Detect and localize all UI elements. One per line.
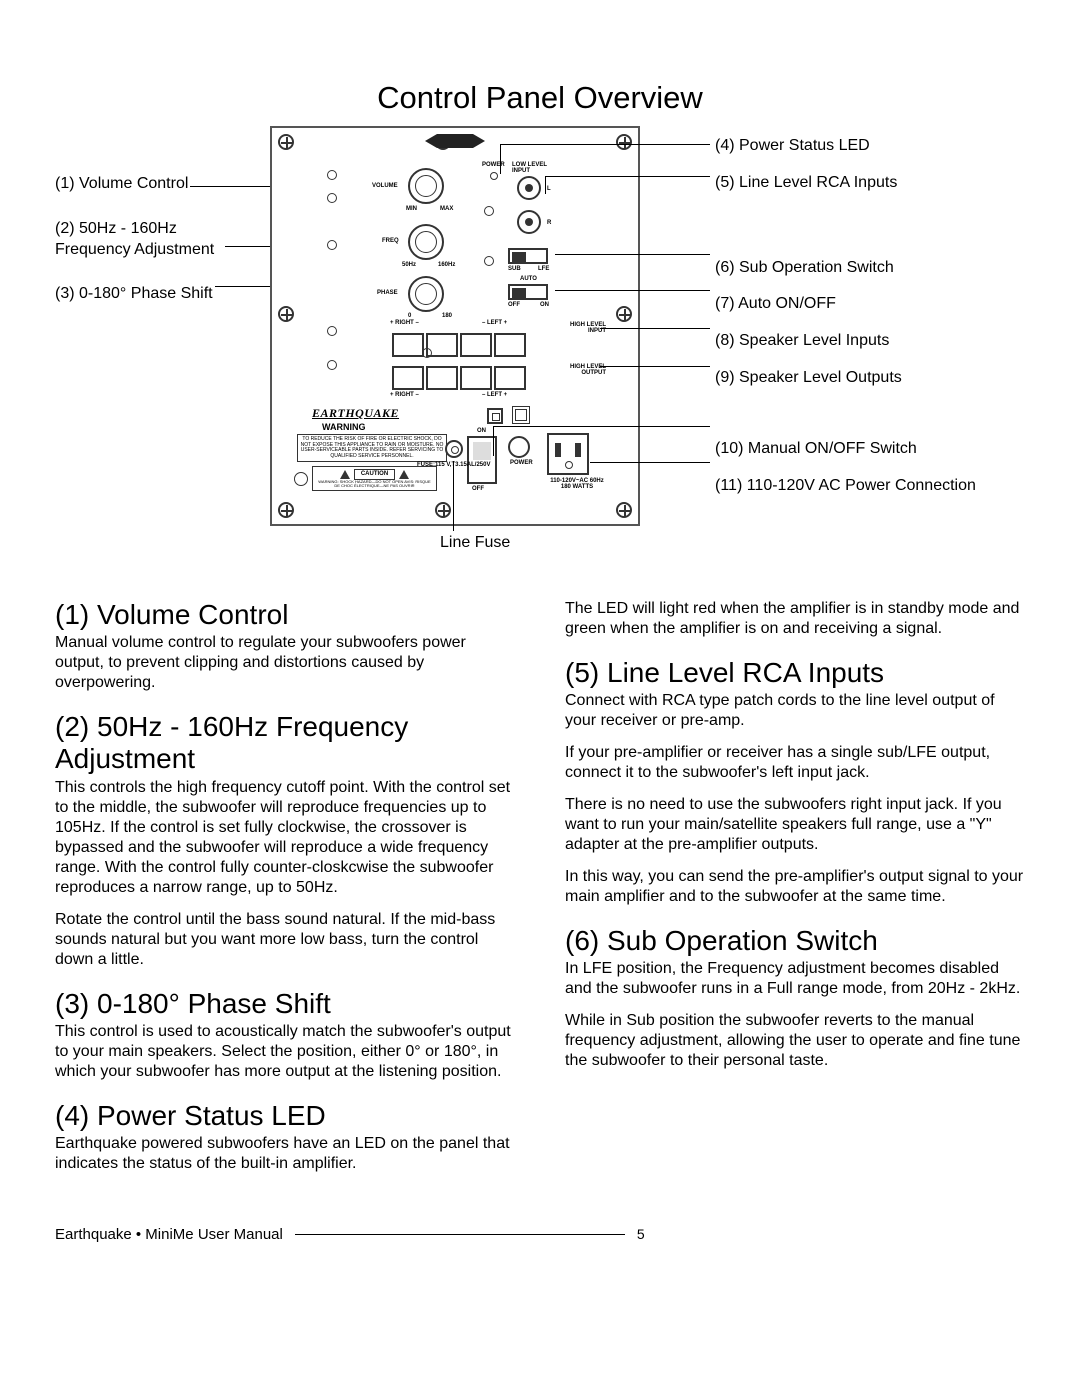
diagram-area: (1) Volume Control (2) 50Hz - 160Hz Freq… bbox=[55, 126, 1025, 566]
label: POWER bbox=[510, 460, 533, 466]
label: + RIGHT – bbox=[390, 392, 419, 398]
section-body: Rotate the control until the bass sound … bbox=[55, 910, 515, 970]
warning-text: TO REDUCE THE RISK OF FIRE OR ELECTRIC S… bbox=[297, 434, 447, 462]
section-body: Connect with RCA type patch cords to the… bbox=[565, 691, 1025, 731]
callout-speaker-level-outputs: (9) Speaker Level Outputs bbox=[715, 368, 1025, 389]
section-head: (4) Power Status LED bbox=[55, 1100, 515, 1132]
logo-icon bbox=[425, 134, 485, 148]
section-body: Earthquake powered subwoofers have an LE… bbox=[55, 1134, 515, 1174]
callout-ac-power: (11) 110-120V AC Power Connection bbox=[715, 476, 1025, 497]
callout-manual-on-off: (10) Manual ON/OFF Switch bbox=[715, 439, 1025, 460]
speaker-level-inputs bbox=[392, 333, 526, 357]
label: MIN bbox=[406, 206, 417, 212]
left-callouts: (1) Volume Control (2) 50Hz - 160Hz Freq… bbox=[55, 174, 255, 329]
label: AUTO bbox=[520, 276, 537, 282]
page-title: Control Panel Overview bbox=[55, 80, 1025, 116]
brand-logo: EARTHQUAKE bbox=[312, 406, 399, 421]
label: ON bbox=[477, 428, 486, 434]
label: LFE bbox=[538, 266, 549, 272]
sub-lfe-switch bbox=[508, 248, 548, 264]
label: MAX bbox=[440, 206, 453, 212]
section-body: If your pre-amplifier or receiver has a … bbox=[565, 743, 1025, 783]
ac-inlet bbox=[547, 433, 589, 475]
freq-knob bbox=[408, 224, 444, 260]
callout-phase-shift: (3) 0-180° Phase Shift bbox=[55, 284, 255, 305]
callout-line-level-rca: (5) Line Level RCA Inputs bbox=[715, 173, 1025, 194]
callout-frequency-adjustment: (2) 50Hz - 160Hz Frequency Adjustment bbox=[55, 219, 255, 261]
section-body: There is no need to use the subwoofers r… bbox=[565, 795, 1025, 855]
warning-label: WARNING bbox=[322, 422, 366, 432]
content-columns: (1) Volume Control Manual volume control… bbox=[55, 581, 1025, 1186]
section-body: The LED will light red when the amplifie… bbox=[565, 599, 1025, 639]
section-body: In LFE position, the Frequency adjustmen… bbox=[565, 959, 1025, 999]
label: + RIGHT – bbox=[390, 320, 419, 326]
section-head: (1) Volume Control bbox=[55, 599, 515, 631]
volume-knob bbox=[408, 168, 444, 204]
callout-volume-control: (1) Volume Control bbox=[55, 174, 255, 195]
auto-switch bbox=[508, 284, 548, 300]
rca-r-jack bbox=[517, 210, 541, 234]
label: FREQ bbox=[382, 238, 399, 244]
label: 50Hz bbox=[402, 262, 416, 268]
label: POWER bbox=[482, 162, 505, 168]
speaker-level-outputs bbox=[392, 366, 526, 390]
label: 0 bbox=[408, 313, 411, 319]
ac-label: 110-120V~AC 60Hz 180 WATTS bbox=[547, 478, 607, 490]
section-head: (6) Sub Operation Switch bbox=[565, 925, 1025, 957]
label: R bbox=[547, 220, 551, 226]
section-body: While in Sub position the subwoofer reve… bbox=[565, 1011, 1025, 1071]
footer-page-number: 5 bbox=[637, 1226, 645, 1242]
label: ON bbox=[540, 302, 549, 308]
callout-speaker-level-inputs: (8) Speaker Level Inputs bbox=[715, 331, 1025, 352]
right-column: The LED will light red when the amplifie… bbox=[565, 581, 1025, 1186]
callout-power-status-led: (4) Power Status LED bbox=[715, 136, 1025, 157]
footer-brand: Earthquake • MiniMe User Manual bbox=[55, 1226, 283, 1243]
left-column: (1) Volume Control Manual volume control… bbox=[55, 581, 515, 1186]
label: OFF bbox=[508, 302, 520, 308]
label: – LEFT + bbox=[482, 320, 507, 326]
label: 160Hz bbox=[438, 262, 455, 268]
power-button bbox=[508, 436, 530, 458]
fuse-icon bbox=[445, 440, 463, 458]
page-footer: Earthquake • MiniMe User Manual 5 bbox=[55, 1226, 1025, 1243]
callout-sub-operation-switch: (6) Sub Operation Switch bbox=[715, 258, 1025, 279]
section-head: (2) 50Hz - 160Hz Frequency Adjustment bbox=[55, 711, 515, 775]
label: OFF bbox=[472, 486, 484, 492]
section-body: In this way, you can send the pre-amplif… bbox=[565, 867, 1025, 907]
section-body: This control is used to acoustically mat… bbox=[55, 1022, 515, 1082]
label: L bbox=[547, 186, 551, 192]
section-head: (5) Line Level RCA Inputs bbox=[565, 657, 1025, 689]
label: PHASE bbox=[377, 290, 398, 296]
caution-label: CAUTION bbox=[354, 469, 395, 480]
control-panel-diagram: VOLUME MIN MAX FREQ 50Hz 160Hz PHASE 0 1… bbox=[270, 126, 640, 526]
callout-auto-on-off: (7) Auto ON/OFF bbox=[715, 294, 1025, 315]
callout-line-fuse: Line Fuse bbox=[440, 534, 510, 552]
phase-knob bbox=[408, 276, 444, 312]
section-head: (3) 0-180° Phase Shift bbox=[55, 988, 515, 1020]
power-led-icon bbox=[490, 172, 498, 180]
caution-text: WARNING: SHOCK HAZARD—DO NOT OPEN AVIS: … bbox=[315, 480, 434, 489]
label: – LEFT + bbox=[482, 392, 507, 398]
label: SUB bbox=[508, 266, 521, 272]
right-callouts: (4) Power Status LED (5) Line Level RCA … bbox=[715, 136, 1025, 512]
section-body: Manual volume control to regulate your s… bbox=[55, 633, 515, 693]
label: 180 bbox=[442, 313, 452, 319]
label: VOLUME bbox=[372, 183, 398, 189]
rca-l-jack bbox=[517, 176, 541, 200]
section-body: This controls the high frequency cutoff … bbox=[55, 778, 515, 898]
label: LOW LEVEL INPUT bbox=[512, 162, 560, 174]
